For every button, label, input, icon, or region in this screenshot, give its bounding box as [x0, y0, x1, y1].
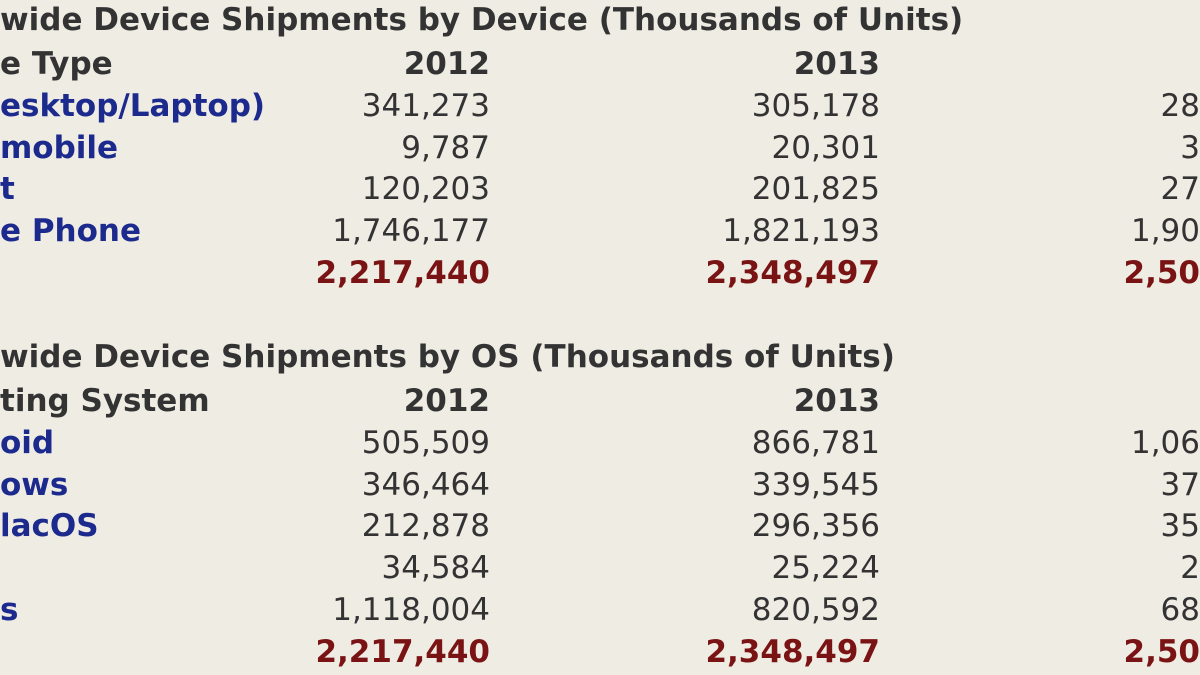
row-label: t: [0, 171, 15, 208]
total-value: 2,348,497: [705, 633, 880, 670]
cell-value: 35: [1160, 508, 1200, 545]
cell-value: 1,821,193: [722, 213, 880, 250]
cell-value: 505,509: [361, 424, 490, 461]
cell-value: 201,825: [751, 171, 880, 208]
cell-value: 1,118,004: [332, 592, 490, 628]
cell-value: 1,90: [1130, 213, 1200, 250]
column-header: 2012: [403, 383, 490, 419]
row-label: oid: [0, 424, 55, 461]
cell-value: 28: [1160, 87, 1200, 124]
cell-value: 2: [1180, 550, 1200, 587]
column-header: ting System: [0, 383, 210, 419]
row-label: ows: [0, 466, 69, 503]
row-label: lacOS: [0, 508, 99, 545]
cell-value: 27: [1160, 171, 1200, 208]
table-title: wide Device Shipments by Device (Thousan…: [0, 2, 964, 38]
cell-value: 339,545: [751, 466, 880, 503]
cell-value: 68: [1160, 592, 1200, 628]
cell-value: 34,584: [381, 550, 490, 587]
row-label: s: [0, 592, 19, 628]
cell-value: 9,787: [401, 129, 490, 166]
column-header: 2012: [403, 46, 490, 82]
cell-value: 346,464: [361, 466, 490, 503]
total-value: 2,217,440: [315, 255, 490, 291]
row-label: e Phone: [0, 213, 141, 250]
row-label: mobile: [0, 129, 119, 166]
cell-value: 3: [1180, 129, 1200, 166]
cell-value: 866,781: [751, 424, 880, 461]
cell-value: 25,224: [771, 550, 880, 587]
cell-value: 820,592: [751, 592, 880, 628]
cell-value: 20,301: [771, 129, 880, 166]
cell-value: 212,878: [361, 508, 490, 545]
table-title: wide Device Shipments by OS (Thousands o…: [0, 339, 895, 375]
cell-value: 341,273: [361, 87, 490, 124]
cell-value: 1,06: [1130, 424, 1200, 461]
cell-value: 305,178: [751, 87, 880, 124]
cell-value: 296,356: [751, 508, 880, 545]
column-header: 2013: [793, 383, 880, 419]
total-value: 2,217,440: [315, 633, 490, 670]
total-value: 2,50: [1123, 633, 1200, 670]
row-label: esktop/Laptop): [0, 87, 266, 124]
column-header: 2013: [793, 46, 880, 82]
cell-value: 37: [1160, 466, 1200, 503]
total-value: 2,348,497: [705, 255, 880, 291]
cell-value: 1,746,177: [332, 213, 490, 250]
cell-value: 120,203: [361, 171, 490, 208]
column-header: e Type: [0, 46, 113, 82]
total-value: 2,50: [1123, 255, 1200, 291]
